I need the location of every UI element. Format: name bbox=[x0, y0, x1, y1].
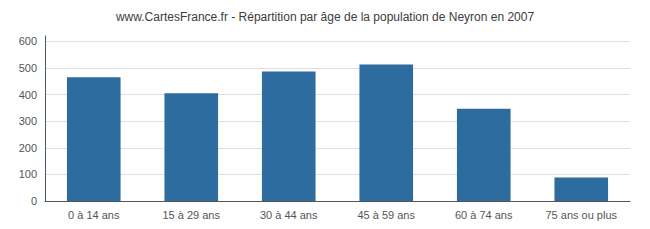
svg-text:100: 100 bbox=[19, 168, 37, 180]
svg-text:60 à 74 ans: 60 à 74 ans bbox=[455, 209, 513, 221]
svg-text:15 à 29 ans: 15 à 29 ans bbox=[163, 209, 221, 221]
svg-text:500: 500 bbox=[19, 62, 37, 74]
svg-text:0 à 14 ans: 0 à 14 ans bbox=[68, 209, 120, 221]
svg-text:300: 300 bbox=[19, 115, 37, 127]
svg-text:www.CartesFrance.fr - Répartit: www.CartesFrance.fr - Répartition par âg… bbox=[115, 10, 535, 24]
svg-text:30 à 44 ans: 30 à 44 ans bbox=[260, 209, 318, 221]
svg-text:45 à 59 ans: 45 à 59 ans bbox=[358, 209, 416, 221]
svg-text:75 ans ou plus: 75 ans ou plus bbox=[545, 209, 617, 221]
svg-text:400: 400 bbox=[19, 89, 37, 101]
svg-text:200: 200 bbox=[19, 142, 37, 154]
svg-text:0: 0 bbox=[31, 195, 37, 207]
svg-text:600: 600 bbox=[19, 35, 37, 47]
